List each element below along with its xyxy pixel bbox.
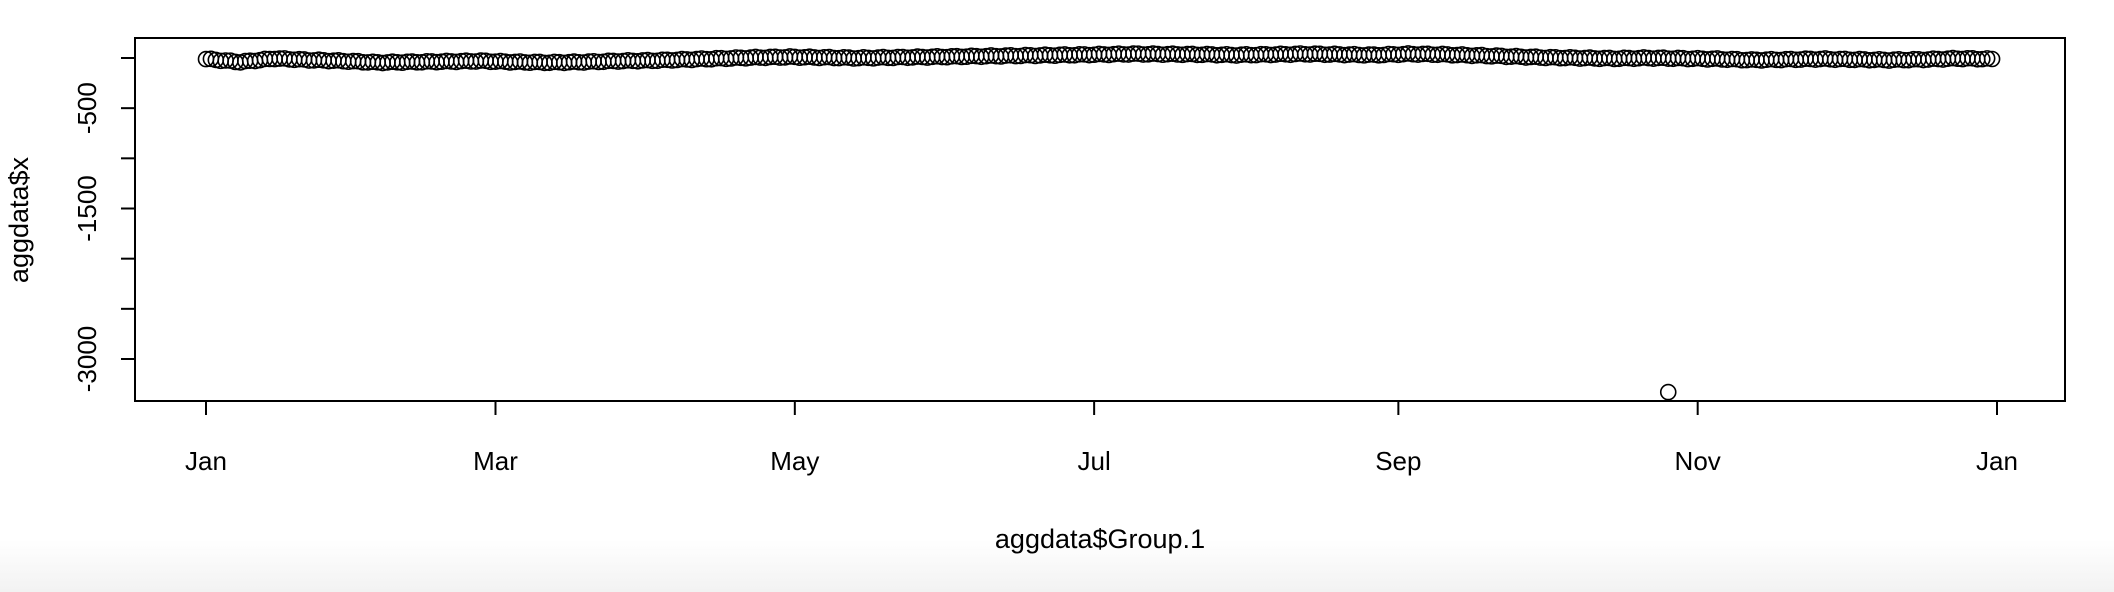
data-point [1983, 50, 2001, 68]
y-tick-label: -3000 [72, 326, 102, 393]
x-tick-label: Jul [1078, 446, 1111, 476]
x-tick-label: May [770, 446, 819, 476]
x-axis-title: aggdata$Group.1 [995, 524, 1205, 554]
x-tick-label: Nov [1675, 446, 1721, 476]
outlier-point [1659, 383, 1677, 401]
y-tick-label: -1500 [72, 175, 102, 242]
plot-frame [134, 37, 2066, 402]
y-axis-title: aggdata$x [4, 156, 34, 283]
y-tick-label: -500 [72, 82, 102, 134]
data-points [197, 45, 2001, 401]
data-point [1978, 50, 1996, 67]
x-axis: Jan Mar May Jul Sep Nov Jan [185, 400, 2018, 476]
x-tick-label: Jan [185, 446, 227, 476]
x-tick-label: Mar [473, 446, 518, 476]
x-tick-label: Sep [1375, 446, 1421, 476]
y-axis: -500 -1500 -3000 [72, 57, 136, 393]
x-tick-label: Jan [1976, 446, 2018, 476]
data-point [1973, 50, 1991, 68]
